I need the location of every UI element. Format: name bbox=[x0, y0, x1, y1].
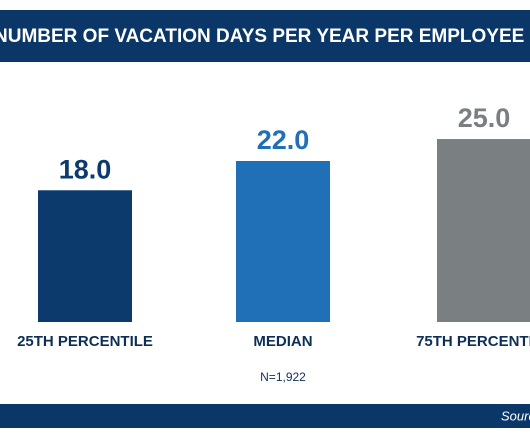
value-label: 22.0 bbox=[257, 125, 310, 155]
x-tick-label: 25TH PERCENTILE bbox=[17, 333, 153, 350]
footer-band bbox=[0, 404, 530, 428]
footer: Source bbox=[501, 408, 530, 423]
chart-title: NUMBER OF VACATION DAYS PER YEAR PER EMP… bbox=[0, 26, 524, 47]
bar bbox=[38, 190, 132, 322]
value-label: 18.0 bbox=[59, 154, 112, 184]
title-band bbox=[0, 10, 530, 62]
bar bbox=[437, 139, 530, 322]
sample-note: N=1,922 bbox=[260, 370, 306, 384]
value-label: 25.0 bbox=[458, 103, 511, 133]
bar bbox=[236, 161, 330, 322]
x-tick-label: MEDIAN bbox=[253, 333, 312, 350]
x-tick-label: 75TH PERCENTILE bbox=[416, 333, 530, 350]
